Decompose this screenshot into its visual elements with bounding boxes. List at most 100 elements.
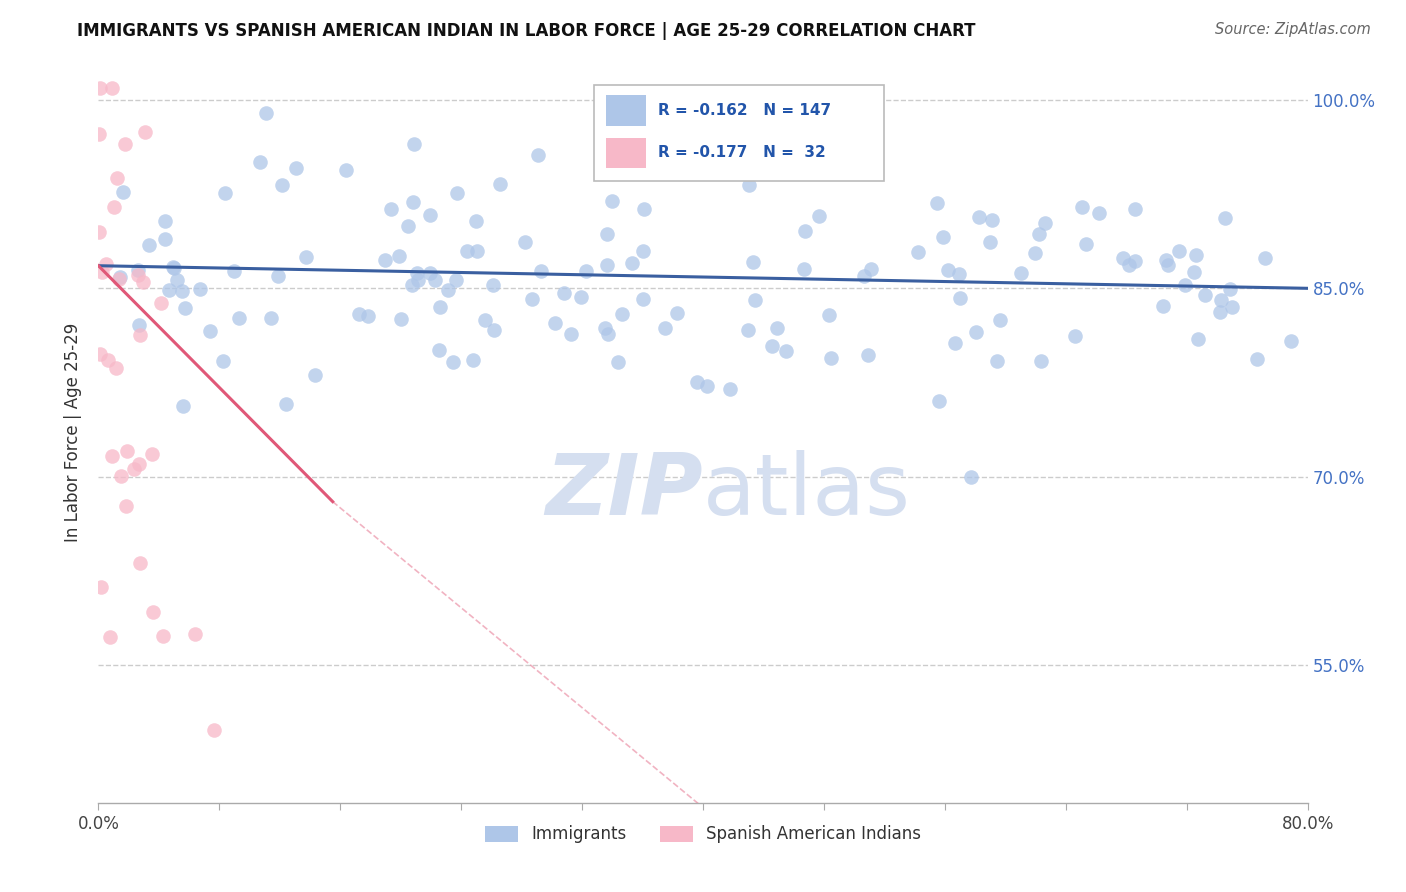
Point (190, 282, 212, 296)
Point (127, 268, 149, 282)
Point (149, 296, 172, 310)
Point (513, 235, 536, 249)
Point (128, 458, 150, 472)
Point (222, 264, 245, 278)
Point (134, 126, 156, 140)
Point (488, 177, 510, 191)
Point (1174, 277, 1197, 292)
Point (596, 258, 619, 272)
Point (304, 368, 326, 383)
Point (380, 202, 402, 216)
Point (738, 178, 761, 192)
Point (429, 300, 451, 314)
Point (1219, 282, 1241, 296)
Point (1033, 216, 1056, 230)
Point (1156, 258, 1178, 272)
Point (1118, 258, 1140, 272)
Point (569, 290, 592, 304)
Point (1028, 227, 1050, 242)
Point (553, 286, 575, 301)
Point (631, 292, 654, 306)
Point (97, 353, 120, 368)
Text: ZIP: ZIP (546, 450, 703, 533)
Point (686, 375, 709, 389)
Point (967, 211, 990, 225)
Point (170, 284, 193, 298)
Point (1185, 248, 1208, 262)
Point (163, 260, 186, 275)
Point (254, 105, 277, 120)
Point (575, 264, 598, 278)
Point (1071, 200, 1094, 214)
Point (661, 147, 683, 161)
Point (560, 326, 582, 341)
Point (600, 194, 623, 208)
Point (374, 253, 396, 268)
Point (441, 355, 464, 369)
Point (856, 348, 879, 362)
Point (620, 256, 643, 270)
Point (388, 249, 411, 263)
Point (761, 339, 783, 353)
Point (214, 186, 236, 201)
Point (1220, 301, 1243, 315)
Point (654, 321, 676, 335)
Point (1074, 236, 1097, 251)
Point (1209, 293, 1232, 307)
Point (1213, 211, 1236, 225)
Point (128, 328, 150, 343)
Point (1168, 244, 1191, 258)
Point (198, 324, 221, 338)
Point (276, 397, 298, 411)
Text: IMMIGRANTS VS SPANISH AMERICAN INDIAN IN LABOR FORCE | AGE 25-29 CORRELATION CHA: IMMIGRANTS VS SPANISH AMERICAN INDIAN IN… (77, 22, 976, 40)
Point (249, 155, 271, 169)
Point (406, 273, 429, 287)
Point (775, 343, 797, 358)
Point (389, 311, 412, 326)
Point (402, 194, 425, 209)
Point (105, 171, 128, 186)
Point (1187, 332, 1209, 346)
Point (152, 629, 174, 643)
Point (988, 313, 1011, 327)
Point (482, 277, 505, 292)
Point (530, 264, 553, 278)
Point (1182, 265, 1205, 279)
Point (267, 268, 290, 283)
Point (793, 261, 815, 276)
Point (1010, 267, 1032, 281)
Point (666, 306, 689, 320)
Point (419, 266, 441, 280)
Point (948, 267, 970, 281)
Text: Source: ZipAtlas.com: Source: ZipAtlas.com (1215, 22, 1371, 37)
Point (103, 200, 125, 214)
Point (127, 262, 149, 277)
Point (114, 137, 136, 152)
Point (423, 273, 446, 287)
Point (108, 270, 131, 285)
Point (437, 284, 460, 298)
Point (419, 208, 441, 222)
Point (128, 557, 150, 571)
Point (807, 209, 830, 223)
Point (132, 275, 155, 289)
Point (101, 80, 124, 95)
Point (141, 447, 163, 461)
Point (633, 202, 655, 216)
Point (793, 224, 815, 238)
Point (1123, 202, 1146, 217)
Text: atlas: atlas (703, 450, 911, 533)
Point (105, 360, 128, 375)
Point (607, 355, 630, 369)
Point (986, 354, 1008, 368)
Point (463, 352, 485, 367)
Point (718, 382, 741, 396)
Point (1024, 246, 1046, 260)
Point (1254, 251, 1277, 265)
Point (446, 186, 468, 201)
Point (349, 307, 371, 321)
Point (110, 469, 132, 483)
Point (260, 311, 283, 326)
Point (87, 225, 110, 239)
Point (979, 235, 1001, 249)
